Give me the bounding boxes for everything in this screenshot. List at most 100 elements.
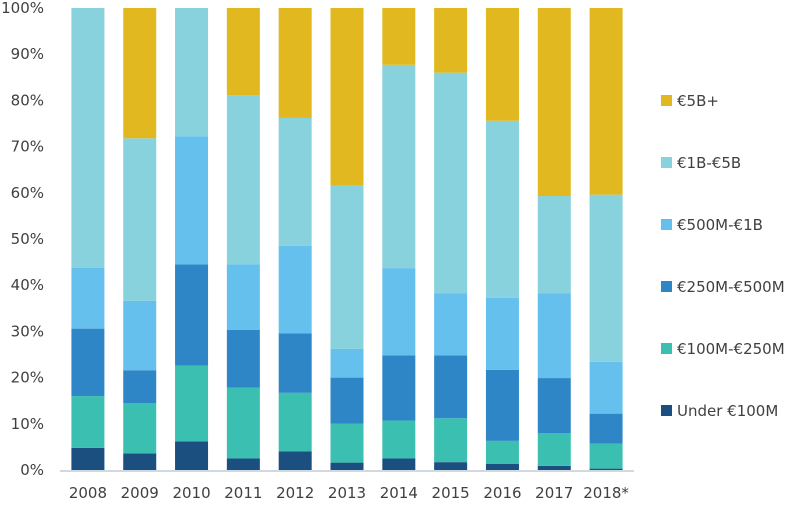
bar-segment — [278, 245, 312, 334]
bar-segment — [175, 8, 209, 137]
legend-label: €100M-€250M — [677, 340, 785, 358]
bar-segment — [485, 440, 519, 464]
bar-segment — [175, 441, 209, 470]
bar-segment — [537, 293, 571, 379]
bar-segment — [226, 387, 260, 459]
x-tick-label: 2008 — [69, 484, 107, 502]
y-tick-label: 80% — [11, 91, 44, 109]
bar-segment — [485, 463, 519, 470]
bar-segment — [278, 333, 312, 393]
bar-segment — [382, 458, 416, 470]
legend-swatch — [661, 405, 672, 416]
legend-label: €500M-€1B — [677, 216, 763, 234]
bar-segment — [123, 403, 157, 454]
bar-segment — [537, 465, 571, 470]
bar-stack-2018* — [589, 8, 623, 470]
bar-segment — [434, 293, 468, 356]
bar-stack-2008 — [71, 8, 105, 470]
bar-segment — [123, 453, 157, 470]
bar-segment — [382, 420, 416, 459]
bar-segment — [175, 264, 209, 366]
bar-segment — [123, 370, 157, 404]
bar-segment — [537, 196, 571, 294]
bar-segment — [226, 458, 260, 470]
bar-stack-2011 — [226, 8, 260, 470]
y-tick-label: 100% — [1, 0, 44, 17]
bar-segment — [71, 267, 105, 329]
bar-segment — [71, 328, 105, 397]
legend-label: €5B+ — [677, 92, 719, 110]
bar-stack-2010 — [175, 8, 209, 470]
legend: €5B+ €1B-€5B €500M-€1B €250M-€500M €100M-€25… — [661, 92, 785, 420]
bar-segment — [330, 8, 364, 186]
y-tick-label: 70% — [11, 138, 44, 156]
bar-segment — [226, 95, 260, 265]
bar-segment — [382, 268, 416, 356]
legend-swatch — [661, 281, 672, 292]
x-axis-ticks: 2008 2009 2010 2011 2012 2013 2014 2015 2016 2017… — [69, 484, 630, 502]
bar-segment — [485, 120, 519, 298]
bar-segment — [278, 392, 312, 452]
bar-segment — [382, 8, 416, 65]
bar-segment — [434, 8, 468, 73]
legend-label: Under €100M — [677, 402, 778, 420]
bar-segment — [382, 64, 416, 269]
x-tick-label: 2017 — [535, 484, 573, 502]
bar-stack-2009 — [123, 8, 157, 470]
bar-segment — [71, 447, 105, 470]
bar-segment — [123, 8, 157, 139]
bar-segment — [434, 355, 468, 419]
bar-segment — [330, 185, 364, 349]
bar-segment — [71, 8, 105, 268]
x-tick-label: 2013 — [328, 484, 366, 502]
bar-segment — [434, 72, 468, 294]
bar-segment — [123, 138, 157, 301]
legend-swatch — [661, 219, 672, 230]
bar-segment — [537, 433, 571, 466]
x-tick-label: 2014 — [380, 484, 418, 502]
bar-segment — [175, 136, 209, 265]
bars — [71, 8, 623, 470]
bar-stack-2013 — [330, 8, 364, 470]
bar-segment — [382, 355, 416, 421]
y-tick-label: 10% — [11, 415, 44, 433]
legend-label: €1B-€5B — [677, 154, 741, 172]
bar-segment — [123, 300, 157, 371]
bar-segment — [330, 377, 364, 424]
bar-segment — [434, 418, 468, 463]
legend-swatch — [661, 95, 672, 106]
bar-segment — [278, 8, 312, 118]
x-tick-label: 2016 — [483, 484, 521, 502]
bar-segment — [537, 378, 571, 434]
y-tick-label: 20% — [11, 369, 44, 387]
y-tick-label: 40% — [11, 276, 44, 294]
x-tick-label: 2015 — [432, 484, 470, 502]
bar-segment — [485, 297, 519, 370]
x-tick-label: 2011 — [224, 484, 262, 502]
bar-segment — [278, 451, 312, 470]
y-tick-label: 60% — [11, 184, 44, 202]
bar-segment — [589, 8, 623, 195]
bar-segment — [226, 330, 260, 388]
bar-segment — [589, 413, 623, 444]
bar-stack-2015 — [434, 8, 468, 470]
legend-label: €250M-€500M — [677, 278, 785, 296]
bar-segment — [485, 369, 519, 441]
y-tick-label: 30% — [11, 322, 44, 340]
bar-segment — [589, 468, 623, 470]
bar-segment — [434, 462, 468, 470]
bar-segment — [589, 443, 623, 469]
bar-stack-2017 — [537, 8, 571, 470]
y-tick-label: 0% — [20, 461, 44, 479]
bar-segment — [589, 361, 623, 414]
bar-stack-2014 — [382, 8, 416, 470]
bar-segment — [278, 117, 312, 246]
x-tick-label: 2018* — [583, 484, 629, 502]
bar-segment — [330, 348, 364, 378]
x-tick-label: 2009 — [121, 484, 159, 502]
bar-segment — [589, 194, 623, 362]
bar-stack-2016 — [485, 8, 519, 470]
y-tick-label: 90% — [11, 45, 44, 63]
y-axis-ticks: 0% 10% 20% 30% 40% 50% 60% 70% 80% 90% 100% — [1, 0, 44, 479]
x-tick-label: 2010 — [172, 484, 210, 502]
